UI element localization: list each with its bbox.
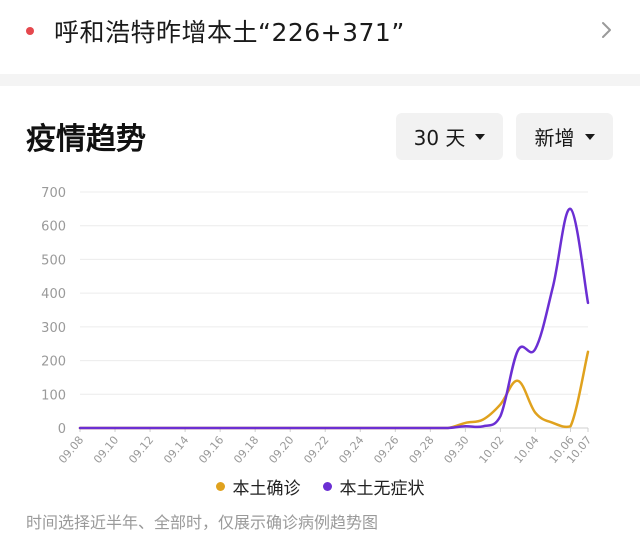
legend-item-asymptomatic[interactable]: 本土无症状 [322,474,425,499]
x-tick-label: 09.16 [196,434,226,466]
range-dropdown-label: 30 天 [413,126,466,150]
x-tick-label: 09.08 [56,434,86,466]
caret-down-icon [584,133,595,140]
y-tick-label: 400 [41,287,66,302]
x-tick-label: 09.20 [266,434,296,466]
x-tick-label: 10.04 [512,434,542,466]
headline-title: 呼和浩特昨增本土“226+371” [54,18,405,47]
y-tick-label: 300 [41,321,66,336]
x-tick-label: 09.28 [406,434,436,466]
x-tick-label: 09.24 [336,434,366,466]
chart-legend: 本土确诊 本土无症状 [0,474,640,499]
y-tick-label: 100 [41,388,66,403]
y-tick-label: 0 [58,422,66,437]
legend-swatch-confirmed [215,482,225,491]
x-tick-label: 10.02 [477,434,507,466]
legend-item-confirmed[interactable]: 本土确诊 [215,474,301,499]
chart-footnote: 时间选择近半年、全部时，仅展示确诊病例趋势图 [26,513,379,532]
headline-banner[interactable]: 呼和浩特昨增本土“226+371” [0,0,640,62]
legend-label-confirmed: 本土确诊 [232,479,301,499]
headline-dot [26,27,34,35]
x-tick-label: 09.30 [441,434,471,466]
x-tick-label: 09.12 [126,434,156,466]
x-tick-label: 09.22 [301,434,331,466]
legend-swatch-asymptomatic [322,482,332,491]
metric-dropdown[interactable]: 新增 [516,113,613,160]
x-tick-label: 09.18 [231,434,261,466]
x-tick-label: 09.26 [371,434,401,466]
chevron-right-icon[interactable] [600,18,614,42]
y-tick-label: 500 [41,253,66,268]
section-divider [0,74,640,86]
y-tick-label: 600 [41,220,66,235]
y-tick-label: 700 [41,186,66,201]
series-line-confirmed [78,350,590,430]
x-tick-label: 09.10 [91,434,121,466]
range-dropdown[interactable]: 30 天 [396,113,503,160]
x-tick-label: 09.14 [161,434,191,466]
section-title: 疫情趋势 [26,122,146,157]
y-tick-label: 200 [41,355,66,370]
caret-down-icon [475,133,486,140]
legend-label-asymptomatic: 本土无症状 [339,479,425,499]
series-line-asymptomatic [78,207,590,430]
metric-dropdown-label: 新增 [534,126,575,150]
